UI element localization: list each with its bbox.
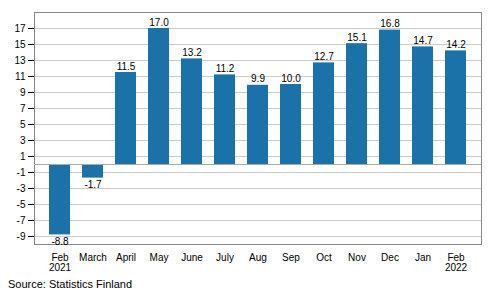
svg-text:1: 1: [20, 151, 26, 162]
svg-text:-5: -5: [17, 199, 26, 210]
svg-text:16.8: 16.8: [380, 18, 400, 29]
svg-text:-8.8: -8.8: [51, 236, 69, 247]
svg-text:14.7: 14.7: [413, 35, 433, 46]
svg-text:9.9: 9.9: [251, 73, 265, 84]
svg-text:14.2: 14.2: [446, 39, 466, 50]
svg-text:Jan: Jan: [415, 252, 431, 263]
svg-text:Aug: Aug: [249, 252, 267, 263]
svg-text:17.0: 17.0: [149, 17, 169, 28]
svg-text:April: April: [116, 252, 136, 263]
svg-text:11: 11: [15, 71, 26, 82]
svg-text:-1.7: -1.7: [84, 179, 102, 190]
svg-text:Nov: Nov: [348, 252, 366, 263]
svg-text:12.7: 12.7: [314, 51, 334, 62]
svg-text:3: 3: [20, 135, 26, 146]
svg-text:Dec: Dec: [381, 252, 399, 263]
svg-text:7: 7: [20, 103, 26, 114]
svg-text:Sep: Sep: [282, 252, 300, 263]
svg-text:Feb2021: Feb2021: [49, 252, 72, 273]
svg-text:March: March: [79, 252, 107, 263]
svg-text:Oct: Oct: [316, 252, 332, 263]
svg-text:May: May: [150, 252, 169, 263]
svg-text:-7: -7: [17, 215, 26, 226]
svg-text:13.2: 13.2: [182, 47, 202, 58]
svg-text:17: 17: [14, 23, 26, 34]
svg-text:13: 13: [14, 55, 26, 66]
svg-text:11.5: 11.5: [117, 61, 136, 72]
svg-text:11.2: 11.2: [216, 63, 235, 74]
svg-text:Feb2022: Feb2022: [445, 252, 468, 273]
svg-text:15.1: 15.1: [347, 32, 367, 43]
svg-text:June: June: [181, 252, 203, 263]
html-text:Source: Statistics Finland: Source: Statistics Finland: [8, 278, 133, 290]
svg-text:-1: -1: [17, 167, 26, 178]
svg-text:10.0: 10.0: [281, 73, 301, 84]
svg-text:-9: -9: [17, 231, 26, 242]
svg-text:-3: -3: [17, 183, 26, 194]
svg-text:9: 9: [20, 87, 26, 98]
svg-text:5: 5: [20, 119, 26, 130]
svg-text:July: July: [216, 252, 234, 263]
svg-text:15: 15: [14, 39, 26, 50]
